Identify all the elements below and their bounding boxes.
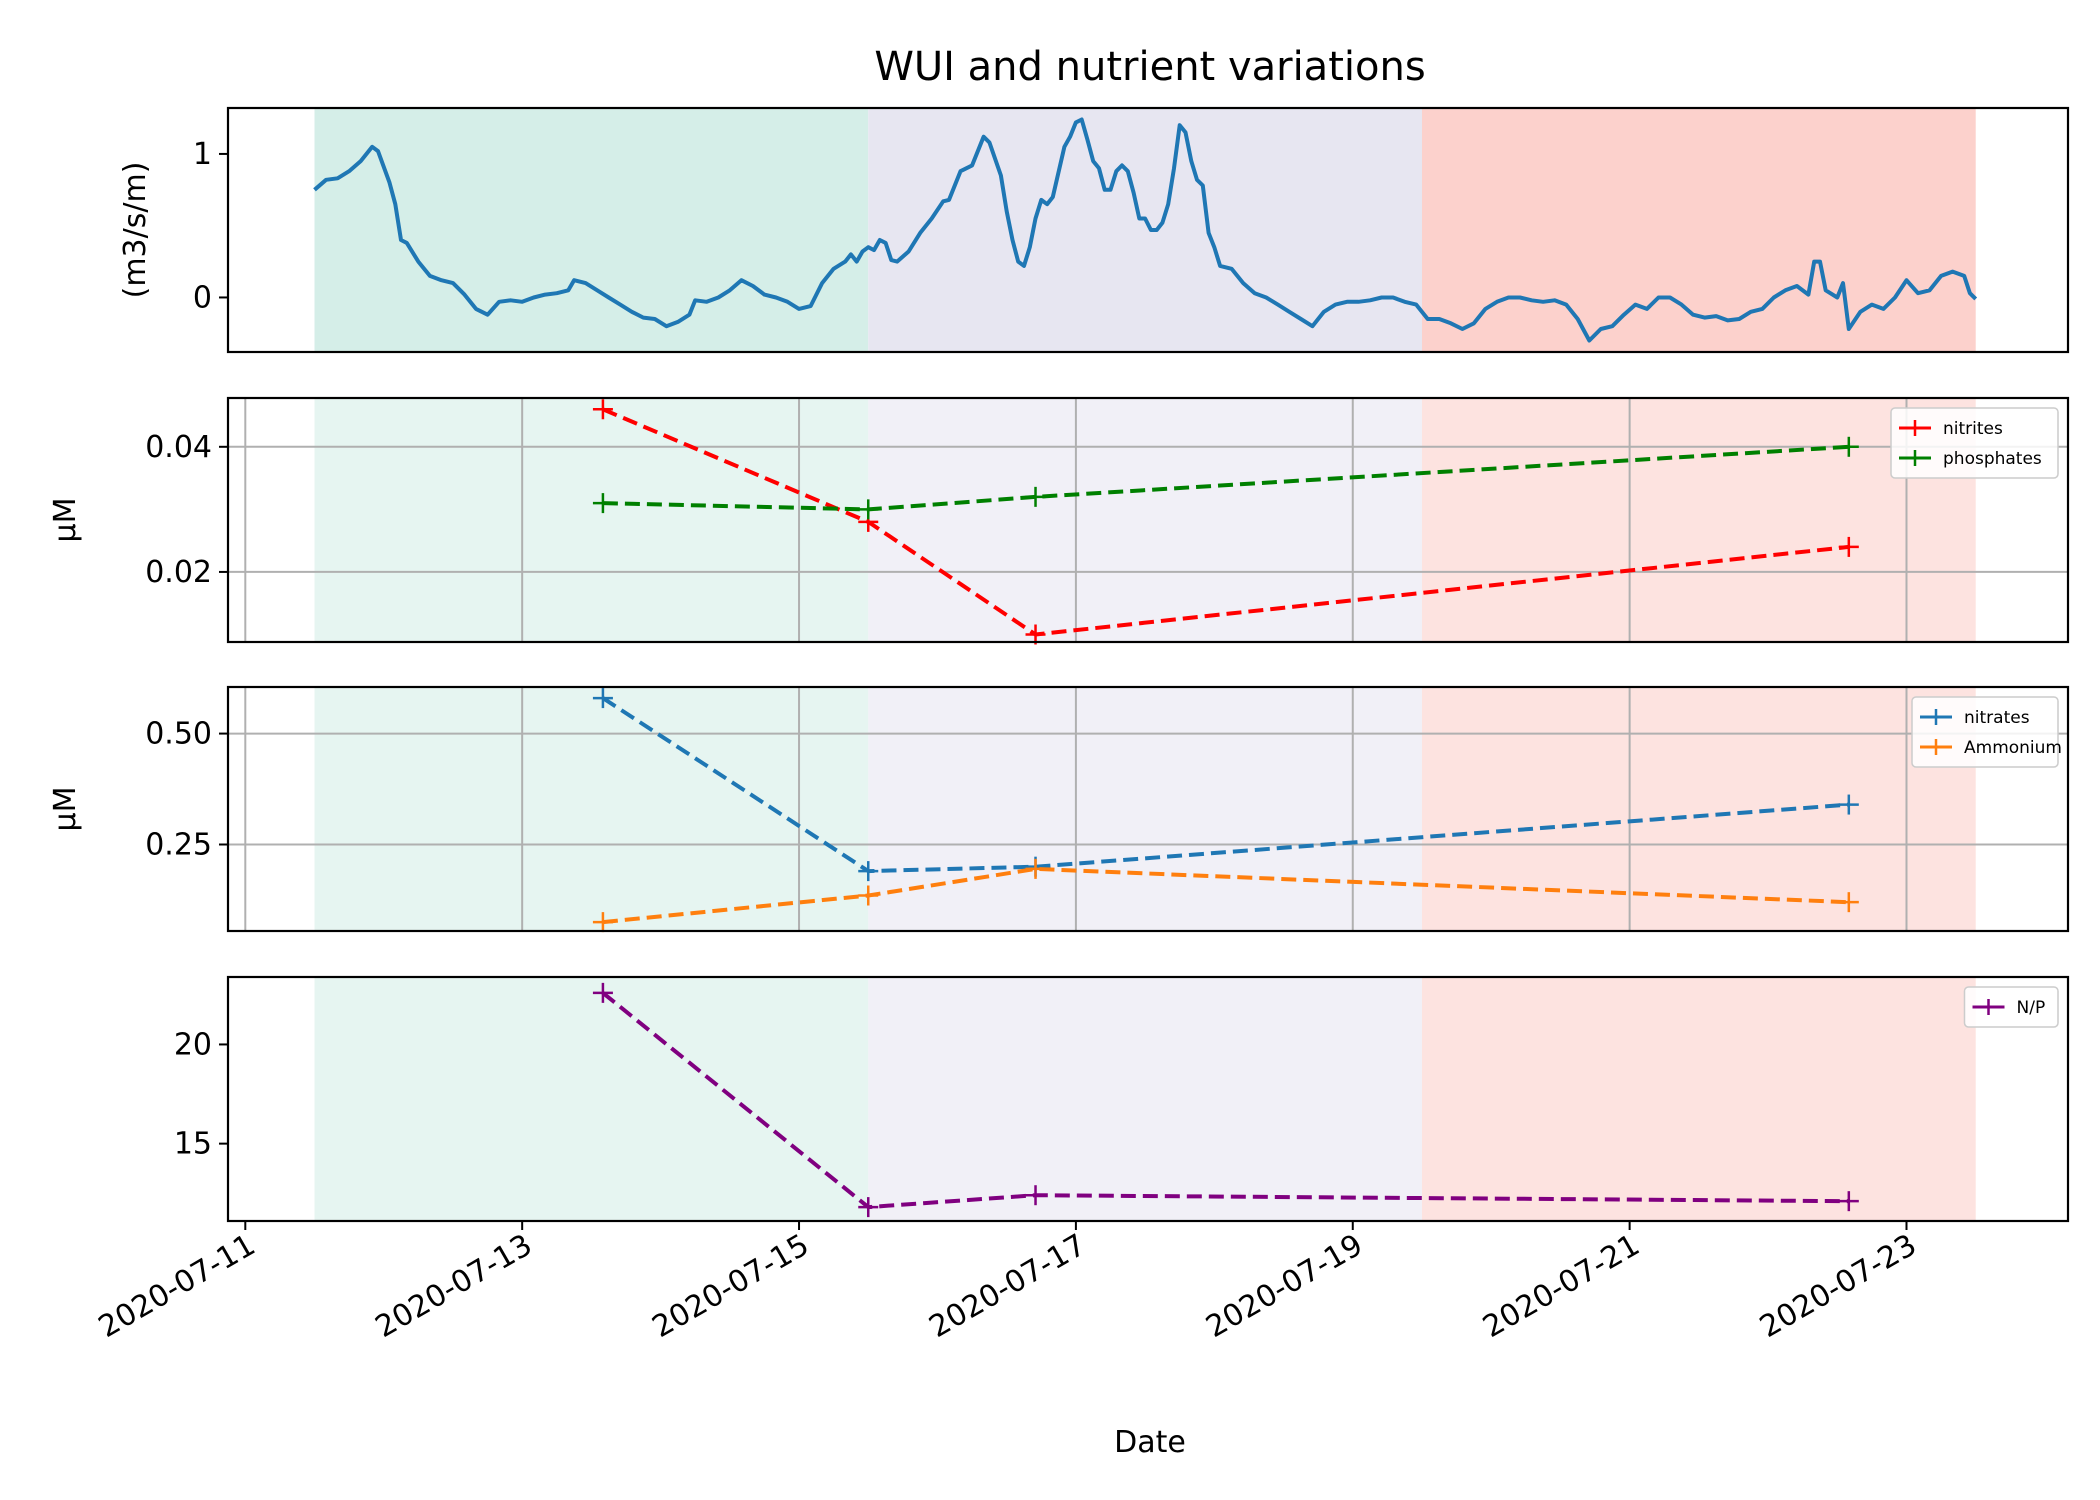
y-axis-label: μM	[48, 787, 83, 832]
series-line-n-p	[601, 991, 1849, 1210]
y-tick-label: 0	[193, 280, 212, 315]
legend-box	[1890, 407, 2059, 479]
data-point-marker	[592, 493, 613, 514]
data-point-marker	[1838, 436, 1859, 457]
legend-label: N/P	[2017, 998, 2046, 1018]
x-tick-label: 2020-07-21	[1477, 1228, 1645, 1345]
y-tick-label: 15	[174, 1127, 212, 1162]
data-point-marker	[592, 399, 613, 420]
period-band-1	[314, 398, 869, 642]
y-axis-label: μM	[48, 498, 83, 543]
data-point-marker	[858, 861, 879, 882]
y-tick-label: 20	[174, 1027, 212, 1062]
data-point-marker	[592, 982, 613, 1003]
panel-2: 0.02 0.04 μM nitrites phosphates	[48, 396, 2070, 645]
legend: nitrites phosphates	[1890, 407, 2059, 479]
legend-item: nitrates	[1920, 708, 2030, 728]
panel-frame	[226, 396, 2070, 644]
period-band-1	[314, 977, 869, 1221]
legend-item: phosphates	[1899, 449, 2042, 469]
panel-frame	[226, 975, 2070, 1223]
legend-item: nitrites	[1899, 419, 2003, 439]
period-band-3	[1421, 977, 1976, 1221]
data-point-marker	[1838, 794, 1859, 815]
legend-box	[1911, 696, 2059, 768]
period-band-3	[1421, 687, 1976, 931]
legend-item: N/P	[1972, 998, 2046, 1018]
x-tick-label: 2020-07-23	[1754, 1228, 1922, 1345]
legend-label: nitrites	[1943, 419, 2003, 439]
x-tick-label: 2020-07-15	[647, 1228, 815, 1345]
series-line-ammonium	[602, 866, 1849, 925]
y-tick-label: 0.04	[145, 430, 212, 465]
period-band-2	[868, 108, 1422, 352]
data-point-marker	[1838, 1191, 1859, 1212]
panel-1: 0 1 (m3/s/m)	[118, 106, 2070, 354]
series-line-nitrates	[601, 696, 1849, 874]
period-band-2	[868, 687, 1422, 931]
y-tick-label: 0.50	[145, 717, 212, 752]
series-line-phosphates	[602, 444, 1849, 512]
period-band-2	[868, 977, 1422, 1221]
data-point-marker	[592, 688, 613, 709]
period-band-2	[868, 398, 1422, 642]
data-point-marker	[1025, 1185, 1046, 1206]
panel-3: 0.25 0.50 μM nitrates Ammonium	[48, 685, 2070, 933]
legend-item: Ammonium	[1920, 738, 2062, 758]
panel-frame	[226, 685, 2070, 933]
y-tick-label: 0.02	[145, 555, 212, 590]
legend-label: phosphates	[1943, 449, 2042, 469]
data-point-marker	[1838, 892, 1859, 913]
x-tick-label: 2020-07-17	[923, 1228, 1091, 1345]
chart-title: WUI and nutrient variations	[874, 44, 1425, 90]
x-tick-label: 2020-07-19	[1200, 1228, 1368, 1345]
period-band-1	[314, 687, 869, 931]
x-tick-label: 2020-07-13	[370, 1228, 538, 1345]
period-band-3	[1421, 108, 1976, 352]
data-point-marker	[1025, 486, 1046, 507]
panel-4: 15 20 N/P	[174, 975, 2070, 1223]
data-point-marker	[1838, 536, 1859, 557]
legend: nitrates Ammonium	[1911, 696, 2062, 768]
data-point-marker	[858, 885, 879, 906]
legend: N/P	[1963, 986, 2059, 1028]
data-point-marker	[1025, 858, 1046, 879]
period-band-1	[314, 108, 869, 352]
data-point-marker	[858, 1197, 879, 1218]
y-tick-label: 1	[193, 137, 212, 172]
data-point-marker	[858, 499, 879, 520]
x-axis-label: Date	[1114, 1425, 1186, 1460]
period-band-3	[1421, 398, 1976, 642]
x-tick-label: 2020-07-11	[93, 1228, 261, 1345]
series-line-nitrites	[602, 407, 1850, 637]
y-tick-label: 0.25	[145, 827, 212, 862]
legend-box	[1963, 986, 2059, 1028]
data-point-marker	[592, 912, 613, 933]
legend-label: Ammonium	[1964, 738, 2062, 758]
panel-frame	[226, 106, 2070, 354]
series-line-wui	[313, 117, 1978, 343]
y-axis-label: (m3/s/m)	[118, 162, 153, 299]
legend-label: nitrates	[1964, 708, 2030, 728]
